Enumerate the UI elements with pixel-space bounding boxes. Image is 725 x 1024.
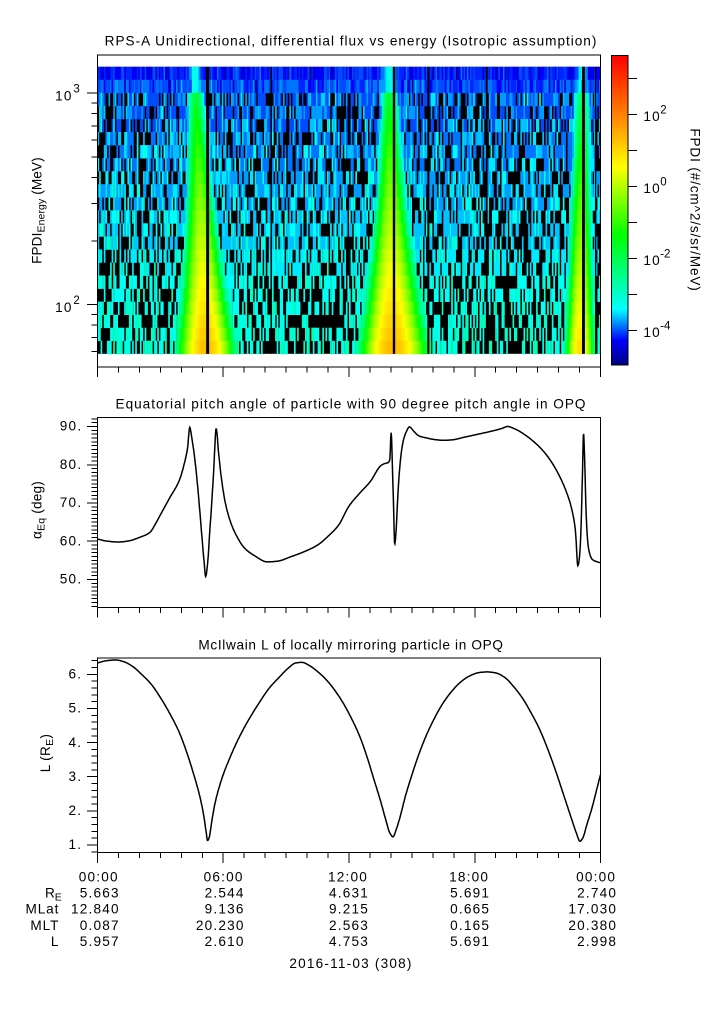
svg-text:9.136: 9.136 — [205, 902, 245, 917]
svg-text:60.: 60. — [60, 534, 83, 549]
svg-text:3.: 3. — [69, 769, 83, 784]
svg-text:2.740: 2.740 — [577, 886, 617, 901]
svg-text:2016-11-03 (308): 2016-11-03 (308) — [289, 956, 412, 971]
svg-text:10: 10 — [55, 300, 73, 315]
svg-text:12.840: 12.840 — [71, 902, 120, 917]
svg-text:McIlwain L of locally mirrorin: McIlwain L of locally mirroring particle… — [198, 637, 503, 652]
svg-text:9.215: 9.215 — [329, 902, 369, 917]
svg-text:L: L — [51, 934, 59, 949]
svg-text:1.: 1. — [69, 837, 83, 852]
svg-text:20.230: 20.230 — [196, 918, 245, 933]
svg-text:4.631: 4.631 — [329, 886, 369, 901]
svg-text:5.663: 5.663 — [80, 886, 120, 901]
svg-text:RPS-A Unidirectional, differen: RPS-A Unidirectional, differential flux … — [105, 34, 598, 49]
svg-text:2: 2 — [660, 104, 666, 116]
svg-text:18:00: 18:00 — [449, 869, 489, 884]
svg-text:5.691: 5.691 — [450, 886, 490, 901]
svg-text:0.665: 0.665 — [450, 902, 490, 917]
svg-text:5.: 5. — [69, 701, 83, 716]
svg-text:2.544: 2.544 — [205, 886, 245, 901]
svg-text:80.: 80. — [60, 457, 83, 472]
svg-text:20.380: 20.380 — [568, 918, 617, 933]
svg-text:4.753: 4.753 — [329, 934, 369, 949]
svg-text:-4: -4 — [660, 320, 671, 332]
svg-text:00:00: 00:00 — [79, 869, 119, 884]
svg-text:2.998: 2.998 — [577, 934, 617, 949]
svg-text:0.087: 0.087 — [80, 918, 120, 933]
svg-text:MLat: MLat — [25, 902, 59, 917]
svg-text:2: 2 — [73, 295, 79, 307]
svg-text:10: 10 — [643, 325, 661, 340]
svg-text:MLT: MLT — [30, 918, 59, 933]
svg-text:06:00: 06:00 — [204, 869, 244, 884]
svg-text:5.691: 5.691 — [450, 934, 490, 949]
svg-text:3: 3 — [73, 84, 79, 96]
svg-text:0: 0 — [660, 176, 666, 188]
svg-text:90.: 90. — [60, 419, 83, 434]
svg-text:10: 10 — [55, 89, 73, 104]
svg-text:70.: 70. — [60, 495, 83, 510]
svg-text:2.: 2. — [69, 803, 83, 818]
svg-text:10: 10 — [643, 253, 661, 268]
svg-text:2.610: 2.610 — [205, 934, 245, 949]
svg-text:FPDI (#/cm^2/s/sr/MeV): FPDI (#/cm^2/s/sr/MeV) — [688, 128, 703, 291]
svg-text:10: 10 — [643, 181, 661, 196]
svg-text:17.030: 17.030 — [568, 902, 617, 917]
svg-text:R: R — [45, 886, 55, 901]
svg-text:FPDIEnergy (MeV): FPDIEnergy (MeV) — [30, 157, 48, 264]
svg-text:4.: 4. — [69, 735, 83, 750]
svg-text:Equatorial pitch angle of part: Equatorial pitch angle of particle with … — [116, 397, 587, 412]
svg-text:50.: 50. — [60, 572, 83, 587]
svg-text:-2: -2 — [660, 248, 670, 260]
svg-text:2.563: 2.563 — [329, 918, 369, 933]
svg-text:5.957: 5.957 — [80, 934, 120, 949]
svg-text:10: 10 — [643, 109, 661, 124]
svg-text:6.: 6. — [69, 667, 83, 682]
svg-text:0.165: 0.165 — [450, 918, 490, 933]
svg-text:E: E — [55, 891, 62, 903]
svg-text:00:00: 00:00 — [576, 869, 616, 884]
svg-text:12:00: 12:00 — [328, 869, 368, 884]
